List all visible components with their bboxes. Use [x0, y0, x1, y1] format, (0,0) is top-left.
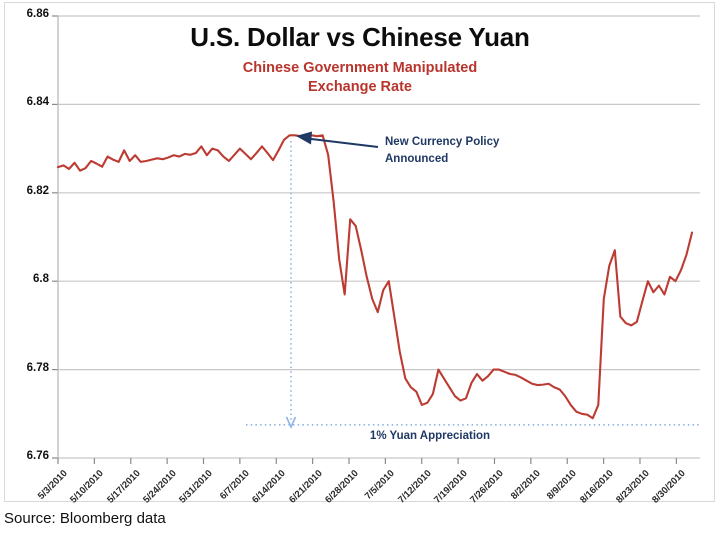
annotation-guides	[246, 141, 700, 429]
y-axis-tick-label: 6.78	[26, 361, 49, 374]
gridlines	[52, 15, 700, 459]
chart-subtitle: Chinese Government Manipulated Exchange …	[0, 59, 720, 97]
y-axis-tick-label: 6.82	[26, 184, 49, 197]
y-axis-tick-label: 6.86	[26, 8, 49, 20]
source-note: Source: Bloomberg data	[4, 510, 166, 527]
annotation-yuan-appreciation: 1% Yuan Appreciation	[369, 430, 491, 442]
annotation-new-currency-policy: New Currency Policy Announced	[385, 134, 575, 168]
callout-arrow	[296, 131, 379, 149]
chart-frame	[4, 2, 715, 502]
annotation-line1: New Currency Policy	[385, 136, 500, 148]
chart-subtitle-line2: Exchange Rate	[308, 79, 412, 95]
y-axis-tick-label: 6.76	[26, 450, 49, 462]
chart-subtitle-line1: Chinese Government Manipulated	[242, 60, 478, 76]
x-axis-ticks	[57, 458, 677, 464]
price-line-series	[56, 134, 694, 420]
y-axis-tick-label: 6.8	[33, 273, 49, 286]
vertical-guide-arrowhead	[285, 416, 297, 429]
annotation-line2: Announced	[385, 153, 449, 165]
chart-title: U.S. Dollar vs Chinese Yuan	[190, 22, 530, 52]
y-axis-tick-label: 6.84	[26, 96, 49, 109]
